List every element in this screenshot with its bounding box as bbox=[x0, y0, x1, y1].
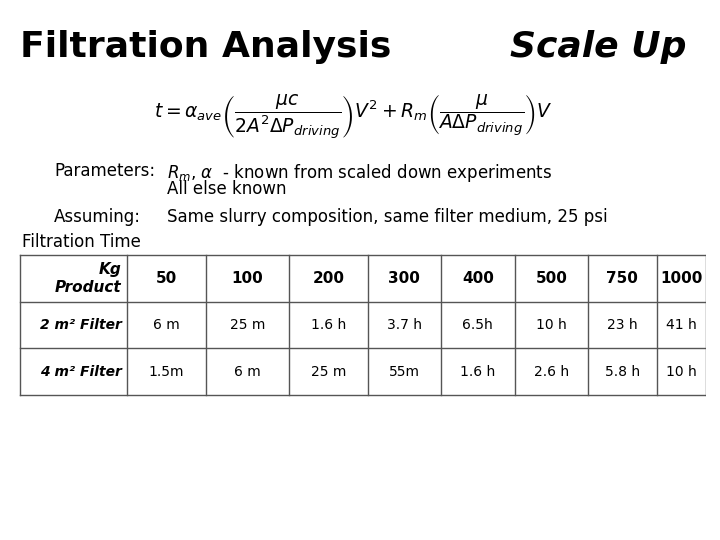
Text: 1000: 1000 bbox=[660, 271, 702, 286]
Text: 2.6 h: 2.6 h bbox=[534, 364, 569, 379]
Text: 5.8 h: 5.8 h bbox=[605, 364, 640, 379]
Text: Scale Up: Scale Up bbox=[510, 30, 686, 64]
Text: 400: 400 bbox=[462, 271, 494, 286]
Text: 200: 200 bbox=[312, 271, 344, 286]
Text: 100: 100 bbox=[232, 271, 264, 286]
Text: All else known: All else known bbox=[166, 180, 286, 198]
Text: 300: 300 bbox=[388, 271, 420, 286]
Text: 750: 750 bbox=[606, 271, 638, 286]
Text: Parameters:: Parameters: bbox=[54, 162, 155, 180]
Text: $t = \alpha_{ave}\left(\dfrac{\mu c}{2A^2\Delta P_{driving}}\right)V^2 + R_m\lef: $t = \alpha_{ave}\left(\dfrac{\mu c}{2A^… bbox=[153, 92, 552, 141]
Text: 50: 50 bbox=[156, 271, 177, 286]
Text: 6 m: 6 m bbox=[153, 318, 180, 332]
Text: 4 m² Filter: 4 m² Filter bbox=[40, 364, 122, 379]
Text: 41 h: 41 h bbox=[666, 318, 696, 332]
Text: 1.6 h: 1.6 h bbox=[311, 318, 346, 332]
Text: 25 m: 25 m bbox=[230, 318, 265, 332]
Text: 1.5m: 1.5m bbox=[149, 364, 184, 379]
Text: Assuming:: Assuming: bbox=[54, 208, 141, 226]
Text: 6.5h: 6.5h bbox=[462, 318, 493, 332]
Text: $R_m$, $\alpha$  - known from scaled down experiments: $R_m$, $\alpha$ - known from scaled down… bbox=[166, 162, 552, 184]
Text: 3.7 h: 3.7 h bbox=[387, 318, 422, 332]
Text: Filtration Time: Filtration Time bbox=[22, 233, 140, 251]
Text: 1.6 h: 1.6 h bbox=[460, 364, 495, 379]
Text: 23 h: 23 h bbox=[607, 318, 638, 332]
Text: Same slurry composition, same filter medium, 25 psi: Same slurry composition, same filter med… bbox=[166, 208, 607, 226]
Text: 25 m: 25 m bbox=[310, 364, 346, 379]
Text: Filtration Analysis: Filtration Analysis bbox=[19, 30, 391, 64]
Text: 10 h: 10 h bbox=[666, 364, 696, 379]
Text: 500: 500 bbox=[536, 271, 567, 286]
Text: Kg
Product: Kg Product bbox=[55, 262, 122, 295]
Text: 10 h: 10 h bbox=[536, 318, 567, 332]
Text: 2 m² Filter: 2 m² Filter bbox=[40, 318, 122, 332]
Text: 55m: 55m bbox=[389, 364, 420, 379]
Text: 6 m: 6 m bbox=[234, 364, 261, 379]
